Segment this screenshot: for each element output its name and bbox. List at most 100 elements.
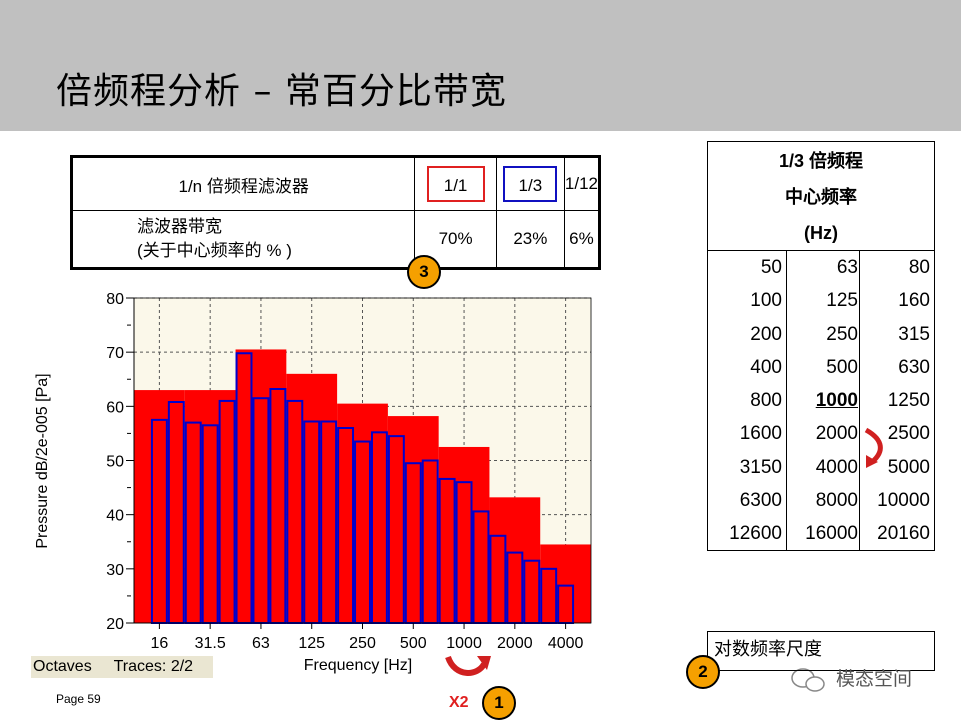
third-octave-bar [320,420,338,624]
cf-cell: 6300 [739,490,782,512]
third-octave-bar [218,399,236,624]
curved-arrow-icon [445,655,487,676]
page-number: Page 59 [56,692,101,706]
third-octave-bar [557,584,575,624]
header-band [0,0,961,131]
cf-row: 100 125 160 [708,284,934,317]
cf-cell: 250 [826,323,858,345]
cf-cell: 2000 [815,423,858,445]
cf-row: 200 250 315 [708,318,934,351]
cf-row: 12600 16000 20160 [708,517,934,550]
slide-title: 倍频程分析 – 常百分比带宽 [56,71,507,112]
axes: 20 30 40 50 60 70 80 16 31.5 63 125 250 500 1000 2000 4… [106,291,592,652]
cf-header-line1: 1/3 倍频程 [778,151,864,171]
center-frequency-table: 1/3 倍频程 中心频率 (Hz) 50 63 80 100 125 160 200 250 3… [707,141,935,551]
filter-table: 1/n 倍频程滤波器 1/1 1/3 1/12 滤波器带宽 (关于中心频率的 %… [70,155,601,270]
cf-cell: 80 [908,257,930,278]
y-tick-label: 50 [106,454,124,471]
badge-1: 1 [482,686,516,720]
third-octave-bar [184,421,202,625]
cf-cell: 200 [750,323,782,345]
bandwidth-row-label: 滤波器带宽 (关于中心频率的 % ) [70,210,416,269]
cf-cell: 4000 [815,456,858,478]
third-octave-bar [286,399,304,624]
third-octave-bar [421,459,439,624]
third-octave-bar [438,477,456,624]
cf-curved-arrow-icon [864,427,883,464]
cf-cell: 400 [750,356,782,378]
cf-row: 50 63 80 [708,251,934,284]
cf-cell: 16000 [805,523,858,545]
cf-cell: 1250 [887,390,930,412]
cf-cell: 5000 [887,456,930,478]
third-octave-bar [201,424,219,624]
third-octave-bar [337,427,355,624]
y-tick-label: 60 [106,399,124,416]
cf-cell: 1000 [815,390,858,412]
y-tick-label: 40 [106,508,124,525]
third-octave-bar [523,559,541,624]
cf-cell: 3150 [739,456,782,478]
third-octave-bar [455,481,473,624]
third-octave-bar [387,435,405,624]
badge-2: 2 [686,655,720,689]
x-tick-label: 250 [349,635,376,652]
badge-3: 3 [407,255,441,289]
cf-cell: 125 [826,290,858,312]
cf-cell: 315 [898,323,930,345]
cf-header: 1/3 倍频程 中心频率 (Hz) [708,142,934,251]
cf-arrow-head-icon [866,455,878,468]
x-tick-label: 125 [298,635,325,652]
third-octave-bar [540,567,558,624]
y-tick-label: 70 [106,345,124,362]
third-octave-bar [354,440,371,624]
third-octave-bar [489,534,507,625]
cf-cell: 8000 [815,490,858,512]
wechat-icon [791,668,825,692]
bandwidth-1-3: 23% [495,210,565,269]
plot-frame [133,297,592,624]
third-octave-bar [404,462,422,625]
cf-grid: 50 63 80 100 125 160 200 250 315 400 500 630 800 1000… [708,251,934,551]
x-tick-label: 500 [400,635,427,652]
cf-cell: 10000 [877,490,930,512]
x-tick-label: 16 [150,635,168,652]
log-scale-box: 对数频率尺度 [707,631,935,671]
third-octave-bar [167,401,185,624]
status-traces: Traces: 2/2 [113,658,194,675]
cf-row: 400 500 630 [708,351,934,384]
watermark: 模态空间 [836,668,913,690]
x-tick-label: 31.5 [195,635,226,652]
third-octave-bar [472,510,490,624]
third-octave-bar [506,551,524,624]
cf-cell: 100 [750,290,782,312]
status-bar: Octaves Traces: 2/2 [31,656,213,678]
cf-row: 800 1000 1250 [708,384,934,417]
x-axis-label: Frequency [Hz] [304,657,412,674]
y-tick-label: 20 [106,616,124,633]
third-octave-bar [252,397,270,625]
cf-row: 6300 8000 10000 [708,484,934,517]
y-tick-label: 80 [106,291,124,308]
x-tick-label: 4000 [548,635,584,652]
cf-cell: 20160 [877,523,930,545]
x-tick-label: 1000 [446,635,482,652]
y-axis-label: Pressure dB/2e-005 [Pa] [34,373,51,548]
cf-cell: 50 [760,257,782,278]
bandwidth-label-line1: 滤波器带宽 [137,217,222,236]
cf-row: 3150 4000 5000 [708,451,934,484]
cf-header-line3: (Hz) [804,223,838,243]
bandwidth-label-line2: (关于中心频率的 % ) [137,241,292,260]
arrow-head-icon [477,656,491,670]
third-octave-bar [269,388,287,624]
bandwidth-1-12: 6% [563,210,601,269]
x2-label: X2 [449,694,469,711]
filter-1-1: 1/1 [426,166,485,202]
cf-cell: 12600 [729,523,782,545]
filter-1-3: 1/3 [503,166,558,202]
status-octaves: Octaves [33,658,92,675]
x-tick-label: 2000 [497,635,533,652]
cf-header-line2: 中心频率 [785,187,857,207]
third-octave-bar [150,418,168,624]
